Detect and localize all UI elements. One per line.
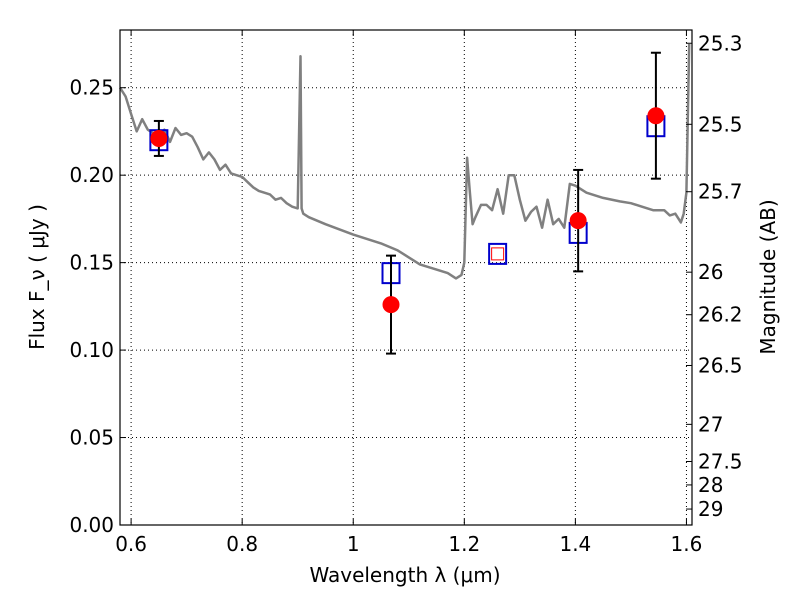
y-tick-label: 0.20	[69, 163, 114, 187]
plot-frame	[119, 29, 693, 526]
synthetic-inner-square	[491, 247, 505, 261]
right-tick-label: 25.3	[698, 31, 743, 55]
x-tick-label: 1.6	[671, 532, 703, 556]
synthetic-square	[488, 242, 508, 265]
y-tick-label: 0.00	[69, 513, 114, 537]
observed-marker	[382, 296, 400, 314]
right-tick-label: 26.2	[698, 303, 743, 327]
right-tick-label: 27	[698, 412, 723, 436]
observed-marker	[150, 129, 168, 147]
observed-point	[150, 119, 168, 157]
observed-marker	[647, 107, 665, 125]
x-tick-label: 1	[347, 532, 360, 556]
x-tick-label: 0.6	[115, 532, 147, 556]
right-tick-label: 26	[698, 260, 723, 284]
right-tick-label: 28	[698, 473, 723, 497]
y-tick-label: 0.25	[69, 76, 114, 100]
x-axis-label: Wavelength λ (μm)	[309, 563, 500, 587]
right-tick-label: 27.5	[698, 449, 743, 473]
observed-point	[569, 168, 587, 273]
y-axis-label-right: Magnitude (AB)	[756, 199, 780, 354]
right-tick-label: 29	[698, 497, 723, 521]
synthetic-point	[488, 242, 508, 265]
y-tick-label: 0.05	[69, 426, 114, 450]
model-spectrum-layer	[118, 43, 691, 280]
x-tick-label: 1.4	[559, 532, 591, 556]
observed-point	[647, 51, 665, 180]
axes-layer: 0.6 0.8 1 1.2 1.4 1.6 0.00 0.05 0.10 0.15 0.20 0.25…	[69, 29, 743, 556]
y-tick-label: 0.15	[69, 251, 114, 275]
observed-photometry-layer	[150, 51, 665, 355]
y-axis-label-left: Flux F_ν ( μJy )	[25, 204, 49, 350]
model-spectrum-line	[118, 43, 691, 280]
right-tick-label: 26.5	[698, 353, 743, 377]
right-tick-label: 25.5	[698, 112, 743, 136]
x-tick-label: 0.8	[226, 532, 258, 556]
observed-point	[382, 254, 400, 355]
x-tick-label: 1.2	[448, 532, 480, 556]
observed-marker	[569, 212, 587, 230]
right-tick-label: 25.7	[698, 180, 743, 204]
y-tick-label: 0.10	[69, 338, 114, 362]
